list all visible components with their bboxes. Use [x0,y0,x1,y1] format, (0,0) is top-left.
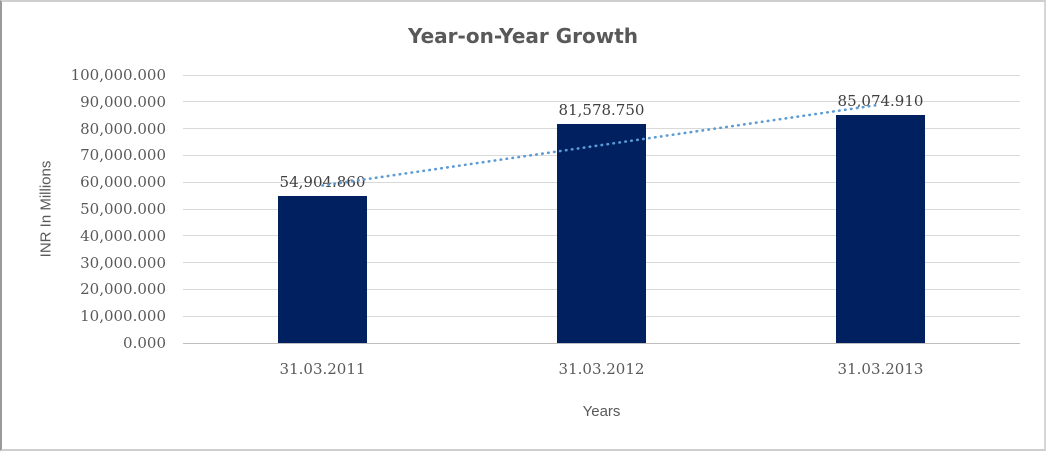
data-label: 81,578.750 [558,101,645,120]
x-tick-label: 31.03.2012 [558,360,645,378]
y-tick-label: 50,000.000 [80,200,166,218]
bar-31.03.2013 [836,115,925,343]
y-tick-label: 80,000.000 [80,119,166,138]
y-tick-label: 100,000.000 [70,66,166,84]
x-axis-line [183,342,1020,344]
y-tick-label: 60,000.000 [80,173,166,192]
y-tick-label: 10,000.000 [80,307,166,326]
data-label: 54,904.860 [279,172,366,191]
y-gridline [183,101,1020,103]
bar-31.03.2011 [278,195,367,343]
x-axis-title: Years [582,403,621,420]
y-gridline [183,74,1020,76]
y-axis-tick-labels: 0.000 10,000.000 20,000.000 30,000.000 40,00… [2,2,166,449]
bar-31.03.2012 [557,124,646,343]
y-tick-label: 30,000.000 [80,253,166,272]
x-tick-label: 31.03.2011 [279,360,366,378]
y-tick-label: 20,000.000 [80,280,166,299]
x-tick-label: 31.03.2013 [837,360,924,378]
chart-title: Year-on-Year Growth [407,24,639,48]
data-label: 85,074.910 [837,92,924,110]
y-tick-label: 0.000 [123,334,166,352]
y-tick-label: 90,000.000 [80,92,166,111]
y-axis-title: INR In Millions [37,160,55,258]
plot-area: 54,904.860 81,578.750 85,074.910 [183,74,1020,344]
y-tick-label: 70,000.000 [80,146,166,165]
y-tick-label: 40,000.000 [80,226,166,245]
trendline [321,103,882,187]
